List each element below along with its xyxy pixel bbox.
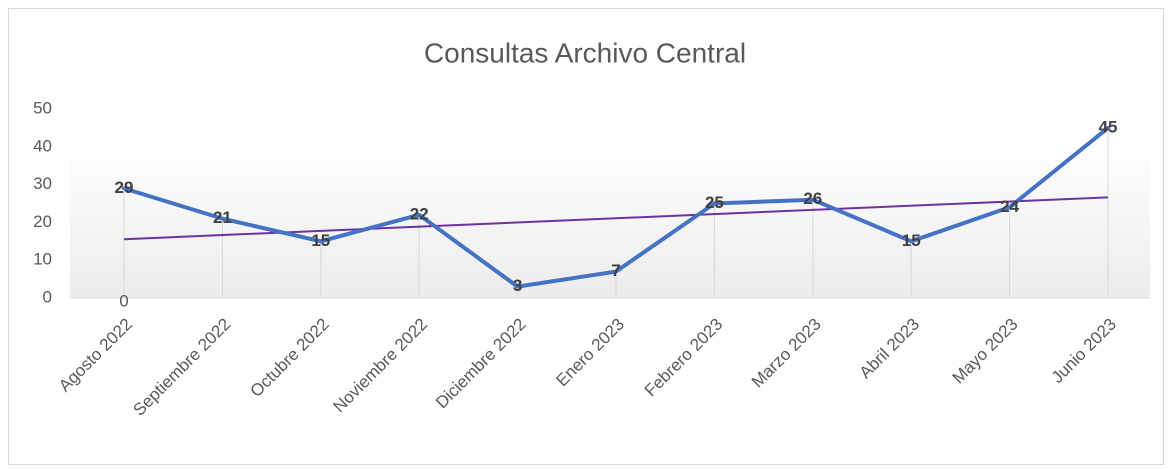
y-tick-label: 40 xyxy=(33,136,52,155)
data-label: 45 xyxy=(1099,117,1118,136)
y-tick-label: 20 xyxy=(33,212,52,231)
data-label: 7 xyxy=(611,261,620,280)
data-label: 25 xyxy=(705,193,724,212)
series-line xyxy=(122,125,1110,289)
data-label: 15 xyxy=(902,231,921,250)
data-label: 15 xyxy=(311,231,330,250)
data-label: 21 xyxy=(213,208,232,227)
chart-title: Consultas Archivo Central xyxy=(424,37,746,68)
data-label: 3 xyxy=(513,276,522,295)
y-tick-label: 30 xyxy=(33,174,52,193)
data-label: 29 xyxy=(115,178,134,197)
data-label: 24 xyxy=(1000,197,1019,216)
y-tick-label: 10 xyxy=(33,250,52,269)
y-tick-label: 0 xyxy=(43,287,52,306)
y-tick-label: 50 xyxy=(33,98,52,117)
annotation: 0 xyxy=(119,291,128,310)
data-label: 22 xyxy=(410,204,429,223)
data-label: 26 xyxy=(803,189,822,208)
